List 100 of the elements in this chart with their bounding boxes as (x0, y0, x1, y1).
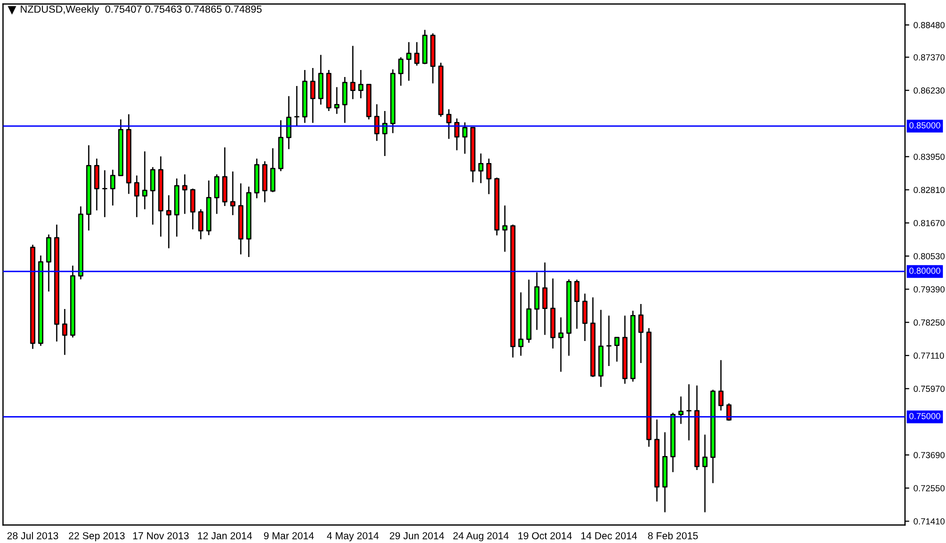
y-tick-label: 0.82810 (914, 186, 945, 194)
candlestick (46, 234, 52, 292)
candlestick (326, 69, 332, 112)
ref-line-label: 0.75000 (909, 413, 940, 420)
x-tick-label: 28 Jul 2013 (7, 532, 58, 540)
candlestick (390, 68, 396, 134)
candlestick (198, 208, 204, 240)
candlestick (422, 29, 428, 65)
candlestick (62, 308, 68, 356)
candlestick (454, 118, 460, 151)
candlestick (382, 110, 388, 157)
candlestick (230, 170, 236, 216)
candlestick (550, 278, 556, 350)
candlestick (174, 178, 180, 238)
candlestick (542, 262, 548, 336)
candlestick (430, 32, 436, 84)
chart-title: NZDUSD,Weekly 0.75407 0.75463 0.74865 0.74895 (20, 5, 262, 15)
ref-line-label: 0.80000 (909, 268, 940, 274)
candlestick (142, 150, 148, 210)
candlestick (710, 389, 716, 484)
candlestick (222, 146, 228, 207)
candlestick (214, 174, 220, 215)
candlestick (278, 120, 284, 172)
y-tick-label: 0.79390 (914, 286, 945, 292)
candlestick (462, 122, 468, 154)
candlestick (30, 244, 36, 350)
x-tick-label: 4 May 2014 (326, 532, 379, 542)
candlestick (70, 265, 76, 338)
candlestick (446, 108, 452, 140)
y-tick-label: 0.78250 (914, 319, 945, 326)
candlestick (350, 45, 356, 100)
candlestick (566, 278, 572, 356)
x-tick-label: 19 Oct 2014 (518, 532, 572, 540)
candlestick (582, 292, 588, 342)
candlestick (414, 41, 420, 66)
candlestick (534, 272, 540, 331)
y-tick-label: 0.86230 (914, 87, 945, 94)
y-tick-label: 0.87370 (914, 54, 945, 60)
y-tick-label: 0.72550 (914, 485, 945, 492)
candlestick (118, 118, 124, 177)
candlestick (614, 336, 620, 362)
y-tick-label: 0.80530 (914, 253, 945, 260)
candlestick (502, 204, 508, 252)
candlestick (126, 114, 132, 194)
candlestick (518, 292, 524, 356)
x-tick-label: 14 Dec 2014 (581, 532, 637, 540)
candlestick (246, 186, 252, 258)
candlestick (54, 224, 60, 342)
y-tick-label: 0.88480 (914, 22, 945, 28)
candlestick (374, 104, 380, 142)
candlestick (238, 182, 244, 255)
candlestick (78, 206, 84, 280)
candlestick (94, 158, 100, 212)
candlestick (510, 224, 516, 358)
candlestick (294, 85, 300, 127)
candlestick (358, 69, 364, 99)
x-tick-label: 8 Feb 2015 (648, 532, 698, 540)
candlestick (310, 67, 316, 124)
candlestick (630, 310, 636, 382)
candlestick (638, 303, 644, 364)
candlestick (574, 278, 580, 330)
candlestick (646, 328, 652, 448)
candlestick (190, 188, 196, 230)
x-tick-label: 22 Sep 2013 (68, 532, 125, 542)
x-tick-label: 12 Jan 2014 (198, 532, 252, 540)
candlestick (182, 174, 188, 215)
candlestick (686, 384, 692, 442)
candlestick (366, 84, 372, 120)
candlestick (262, 160, 268, 203)
candlestick (654, 418, 660, 502)
x-tick-label: 9 Mar 2014 (264, 532, 314, 540)
candlestick (486, 158, 492, 195)
candlestick (470, 126, 476, 183)
x-tick-label: 17 Nov 2013 (133, 532, 189, 540)
candlestick (670, 412, 676, 473)
candlestick (558, 316, 564, 372)
candlestick (662, 432, 668, 513)
candlestick (718, 360, 724, 412)
candlestick (206, 180, 212, 236)
candlestick (158, 156, 164, 238)
x-tick-label: 24 Aug 2014 (453, 532, 509, 542)
candlestick (398, 56, 404, 86)
candlestick (590, 296, 596, 378)
candlestick (254, 158, 260, 199)
candlestick (302, 69, 308, 124)
y-tick-label: 0.77110 (914, 352, 944, 359)
candlestick (134, 174, 140, 218)
ref-line-label: 0.85000 (909, 122, 940, 128)
candlestick (606, 315, 612, 367)
candlestick (598, 309, 604, 388)
candlestick (286, 96, 292, 150)
y-tick-label: 0.75970 (914, 386, 945, 392)
candlestick (150, 166, 156, 226)
candlestick (166, 194, 172, 249)
y-tick-label: 0.81670 (914, 220, 945, 226)
candlestick (110, 169, 116, 206)
candlestick (270, 148, 276, 193)
candlestick (86, 144, 92, 232)
candlestick (318, 54, 324, 106)
candlestick (102, 170, 108, 218)
